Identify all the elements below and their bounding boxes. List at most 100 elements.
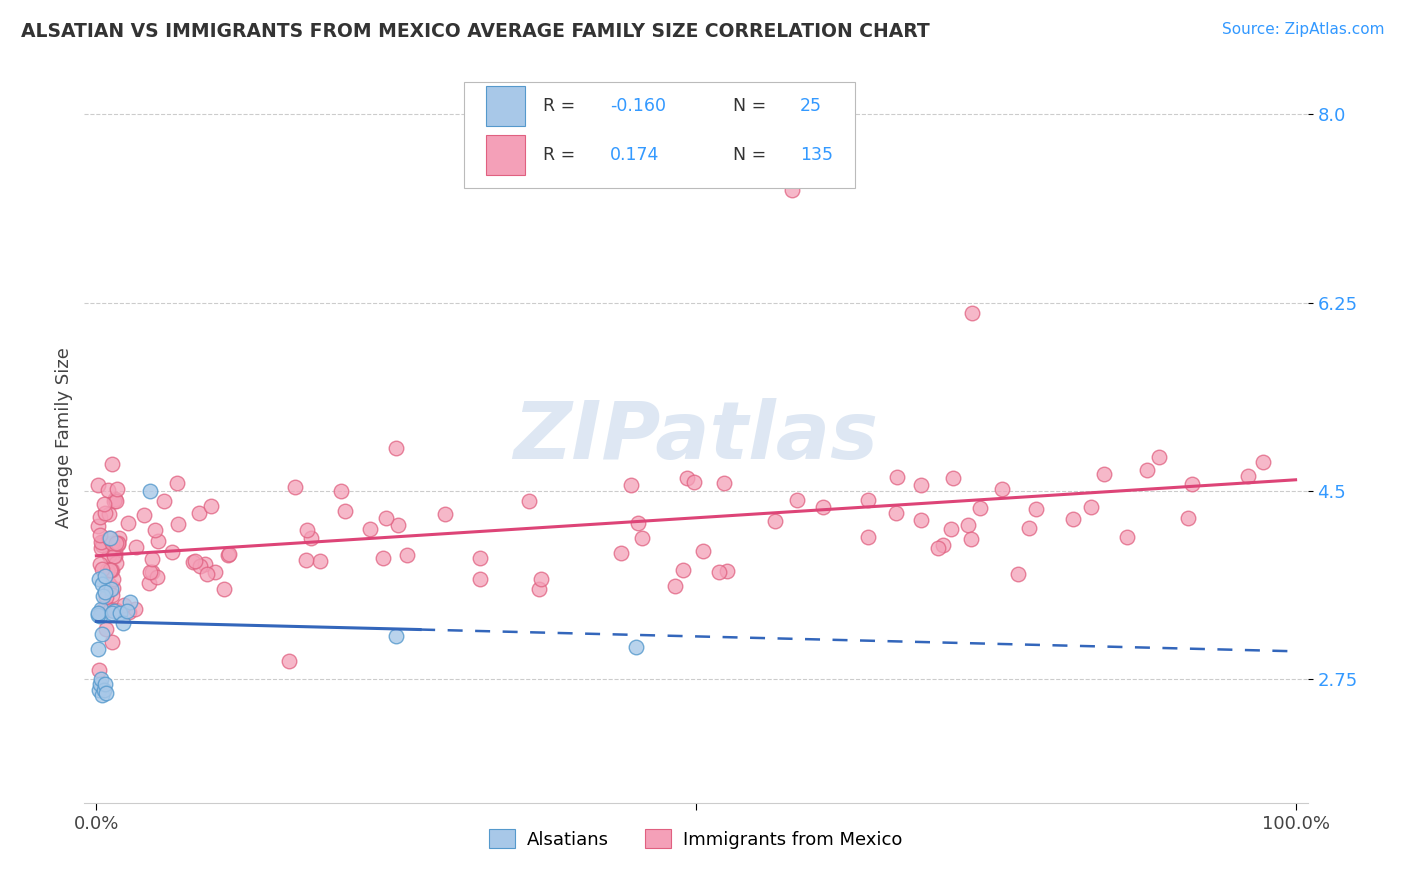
Point xyxy=(610,546,633,560)
Point xyxy=(284,479,307,493)
Point xyxy=(100,582,122,596)
Point xyxy=(90,534,112,549)
Point xyxy=(166,517,188,532)
Point xyxy=(103,549,125,563)
Point xyxy=(631,531,654,545)
Point xyxy=(118,605,141,619)
Point xyxy=(89,510,111,524)
Point xyxy=(108,607,131,621)
Point xyxy=(1025,501,1047,516)
Point xyxy=(1136,463,1159,477)
Point xyxy=(277,654,299,668)
Point xyxy=(89,609,111,624)
Point xyxy=(146,533,169,548)
Point xyxy=(910,513,932,527)
Point xyxy=(143,524,166,538)
Point xyxy=(138,576,160,591)
Point xyxy=(153,493,176,508)
Point xyxy=(359,522,381,536)
Point xyxy=(105,482,128,496)
Point xyxy=(86,478,108,492)
Point xyxy=(969,500,991,515)
Point xyxy=(218,548,240,562)
Point xyxy=(94,686,117,700)
Point xyxy=(468,551,491,566)
Point xyxy=(195,567,218,582)
Point xyxy=(856,492,879,507)
Point xyxy=(1147,450,1170,464)
Point xyxy=(434,507,457,521)
Point xyxy=(960,306,983,320)
Point xyxy=(529,572,551,586)
Point xyxy=(295,553,318,567)
Point xyxy=(90,672,112,686)
Point xyxy=(91,562,114,576)
Legend: Alsatians, Immigrants from Mexico: Alsatians, Immigrants from Mexico xyxy=(482,822,910,856)
Point xyxy=(1181,477,1204,491)
Point xyxy=(183,554,205,568)
Point xyxy=(716,564,738,578)
Point xyxy=(90,577,112,591)
Point xyxy=(89,528,111,542)
Point xyxy=(89,557,111,571)
Point xyxy=(94,569,117,583)
Point xyxy=(107,536,129,550)
Point xyxy=(1062,512,1084,526)
Point xyxy=(527,582,550,596)
Text: Source: ZipAtlas.com: Source: ZipAtlas.com xyxy=(1222,22,1385,37)
Point xyxy=(138,565,160,579)
Point xyxy=(396,549,419,563)
Point xyxy=(942,471,965,485)
Point xyxy=(108,531,131,545)
Point xyxy=(94,590,117,604)
Point xyxy=(713,476,735,491)
Point xyxy=(1007,566,1029,581)
Point xyxy=(93,602,115,616)
Point xyxy=(90,541,112,556)
Point xyxy=(98,508,121,522)
Point xyxy=(181,555,204,569)
Point xyxy=(103,494,125,508)
Point xyxy=(100,563,122,577)
Point xyxy=(1018,521,1040,535)
Point xyxy=(117,604,139,618)
FancyBboxPatch shape xyxy=(485,86,524,127)
Point xyxy=(960,532,983,546)
Point xyxy=(98,531,121,545)
Point xyxy=(664,579,686,593)
Point xyxy=(204,566,226,580)
Point xyxy=(1116,530,1139,544)
Point xyxy=(813,500,835,514)
Point xyxy=(194,557,217,571)
Point xyxy=(387,517,409,532)
Point xyxy=(97,483,120,497)
Point xyxy=(330,484,353,499)
Point xyxy=(385,629,408,643)
Text: R =: R = xyxy=(543,146,581,164)
Point xyxy=(103,604,125,618)
Point xyxy=(384,441,406,455)
Point xyxy=(101,564,124,578)
Point xyxy=(299,531,322,545)
FancyBboxPatch shape xyxy=(485,135,524,175)
Point xyxy=(87,607,110,621)
Point xyxy=(117,516,139,531)
Point xyxy=(931,538,953,552)
Point xyxy=(105,536,128,550)
Point xyxy=(104,545,127,559)
Point xyxy=(98,531,121,545)
Point xyxy=(91,538,114,552)
FancyBboxPatch shape xyxy=(464,82,855,188)
Point xyxy=(101,572,124,586)
Point xyxy=(104,492,127,507)
Point xyxy=(87,519,110,533)
Text: ZIPatlas: ZIPatlas xyxy=(513,398,879,476)
Point xyxy=(212,582,235,597)
Point xyxy=(98,563,121,577)
Text: R =: R = xyxy=(543,97,581,115)
Point xyxy=(93,677,117,691)
Point xyxy=(780,183,803,197)
Point xyxy=(89,677,111,691)
Y-axis label: Average Family Size: Average Family Size xyxy=(55,347,73,527)
Point xyxy=(93,497,115,511)
